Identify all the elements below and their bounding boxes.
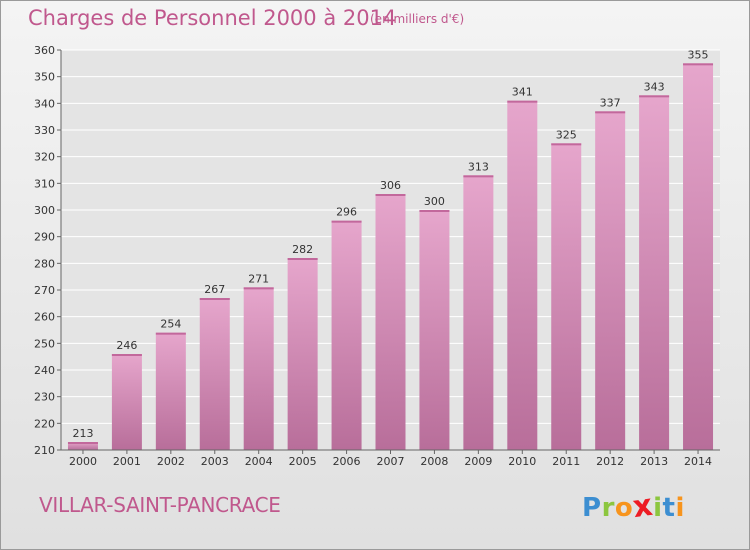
bar-value-label: 246 — [116, 339, 137, 352]
bar — [111, 354, 142, 450]
y-tick-label: 250 — [34, 337, 55, 350]
bar-cap — [243, 287, 274, 290]
x-tick-label: 2010 — [508, 455, 536, 468]
x-tick-label: 2001 — [113, 455, 141, 468]
bar-value-label: 267 — [204, 283, 225, 296]
bar — [683, 63, 714, 450]
logo-letter: i — [653, 493, 663, 523]
bar-value-label: 282 — [292, 243, 313, 256]
y-tick-label: 290 — [34, 231, 55, 244]
y-tick-label: 230 — [34, 391, 55, 404]
logo-letter: x — [630, 487, 656, 526]
bar-cap — [551, 143, 582, 146]
bar — [67, 442, 98, 450]
proxiti-logo: Proxiti — [582, 487, 685, 526]
bar-cap — [375, 194, 406, 196]
logo-letter: r — [601, 493, 615, 523]
bar-value-label: 313 — [468, 160, 489, 173]
x-tick-label: 2009 — [464, 455, 492, 468]
y-tick-label: 350 — [34, 71, 55, 84]
y-tick-label: 280 — [34, 257, 55, 270]
x-tick-label: 2013 — [640, 455, 668, 468]
bar — [639, 95, 670, 450]
bar-cap — [331, 220, 362, 223]
y-tick-label: 320 — [34, 151, 55, 164]
x-tick-label: 2007 — [377, 455, 405, 468]
y-tick-label: 330 — [34, 124, 55, 137]
bar — [243, 287, 274, 450]
bar — [375, 194, 406, 450]
bar-value-label: 213 — [72, 427, 93, 440]
y-tick-label: 340 — [34, 97, 55, 110]
bar-cap — [463, 175, 494, 178]
bar-value-label: 341 — [512, 86, 533, 99]
bar — [595, 111, 626, 450]
chart-title: Charges de Personnel 2000 à 2014 — [28, 6, 397, 30]
bar — [287, 258, 318, 450]
y-tick-label: 220 — [34, 417, 55, 430]
bar-cap — [111, 354, 142, 356]
x-tick-label: 2008 — [420, 455, 448, 468]
bar-value-label: 271 — [248, 272, 269, 285]
bar — [463, 175, 494, 451]
y-tick-label: 240 — [34, 364, 55, 377]
bar-cap — [67, 442, 98, 444]
bar-cap — [419, 210, 450, 212]
bar — [331, 220, 362, 450]
x-tick-label: 2002 — [157, 455, 185, 468]
bar-value-label: 325 — [556, 128, 577, 141]
logo-letter: o — [614, 493, 634, 523]
bar-value-label: 296 — [336, 206, 357, 219]
bar-cap — [155, 332, 186, 335]
bar — [199, 298, 230, 450]
bar-cap — [199, 298, 230, 300]
logo-letter: P — [582, 493, 602, 523]
y-tick-label: 360 — [34, 44, 55, 57]
bar-value-label: 300 — [424, 195, 445, 208]
bar — [419, 210, 450, 450]
y-tick-label: 260 — [34, 311, 55, 324]
bar-value-label: 306 — [380, 179, 401, 192]
x-tick-label: 2012 — [596, 455, 624, 468]
y-tick-label: 270 — [34, 284, 55, 297]
bar-cap — [595, 111, 626, 114]
bar-value-label: 337 — [600, 96, 621, 109]
y-tick-label: 210 — [34, 444, 55, 457]
bar-value-label: 343 — [644, 80, 665, 93]
x-tick-label: 2005 — [289, 455, 317, 468]
y-tick-label: 300 — [34, 204, 55, 217]
bar-cap — [639, 95, 670, 98]
bar — [155, 332, 186, 450]
bar-value-label: 355 — [688, 48, 709, 61]
x-tick-label: 2004 — [245, 455, 273, 468]
bar-cap — [507, 100, 538, 103]
x-tick-label: 2006 — [333, 455, 361, 468]
bar — [551, 143, 582, 451]
logo-letter: i — [675, 493, 685, 523]
bar-cap — [287, 258, 318, 260]
chart-subtitle: (en milliers d'€) — [370, 12, 465, 26]
bar — [507, 100, 538, 451]
y-tick-label: 310 — [34, 177, 55, 190]
x-tick-label: 2000 — [69, 455, 97, 468]
x-tick-label: 2003 — [201, 455, 229, 468]
x-tick-label: 2011 — [552, 455, 580, 468]
logo-letter: t — [662, 493, 676, 523]
x-tick-label: 2014 — [684, 455, 712, 468]
bar-value-label: 254 — [160, 318, 181, 331]
bar-cap — [683, 63, 714, 66]
commune-name: VILLAR-SAINT-PANCRACE — [39, 493, 281, 517]
